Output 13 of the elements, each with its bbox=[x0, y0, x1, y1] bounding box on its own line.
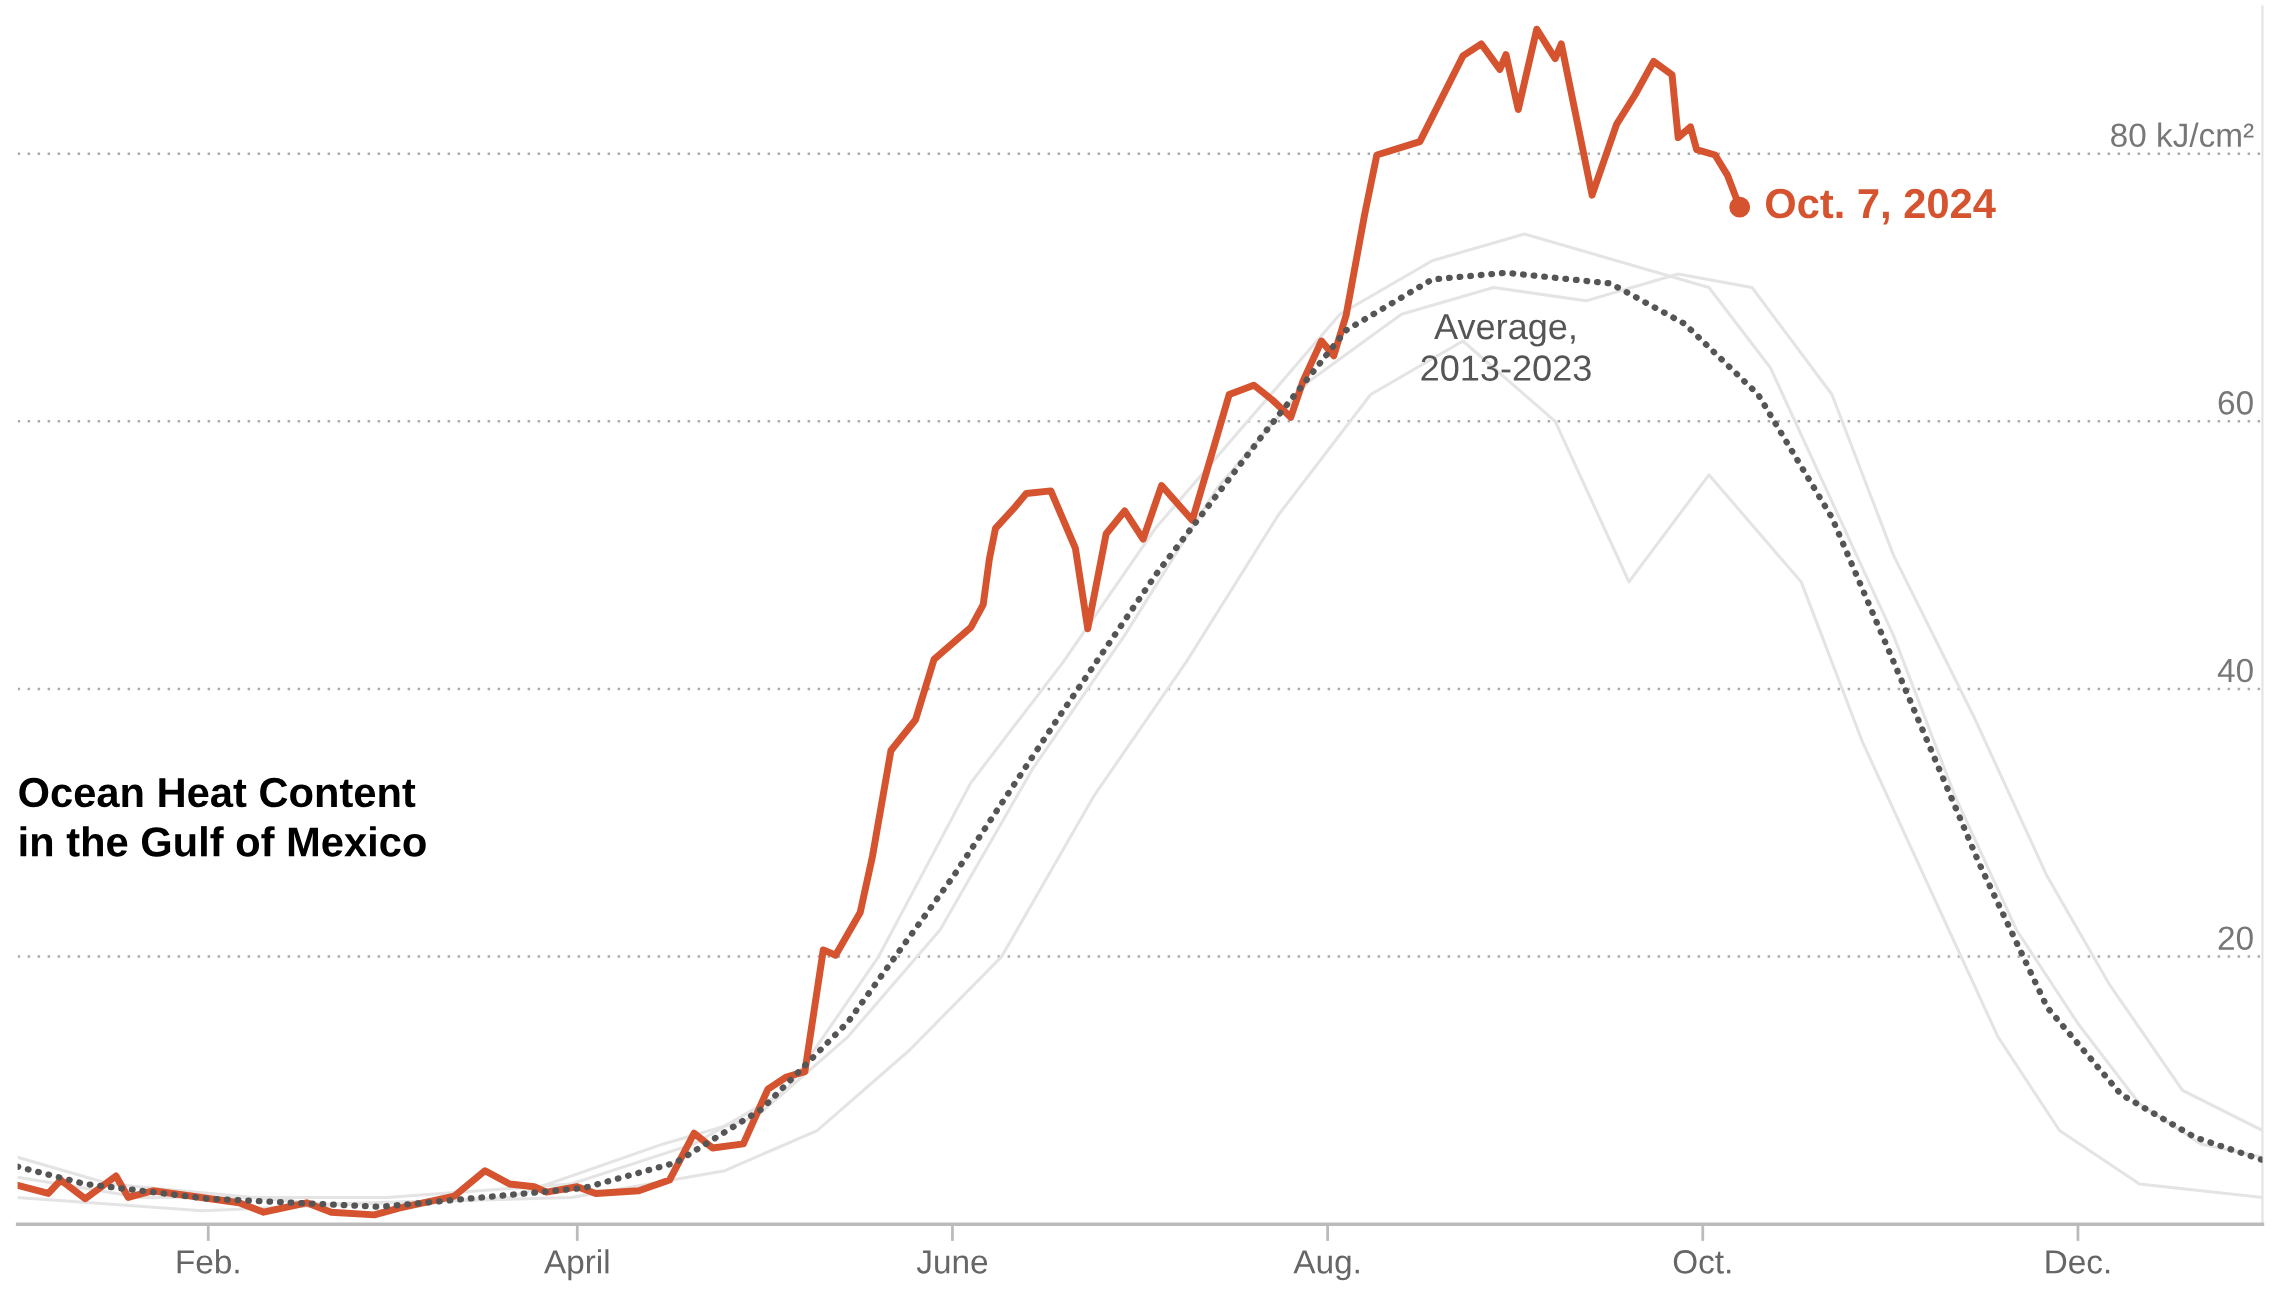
y-tick-label: 80 kJ/cm² bbox=[2111, 122, 2254, 148]
y-tick-label: 20 bbox=[2218, 926, 2253, 950]
x-tick-label: Feb. bbox=[177, 1249, 239, 1274]
x-tick-label: Oct. bbox=[1673, 1250, 1731, 1274]
series-label: Oct. 7, 2024 bbox=[1765, 188, 1996, 225]
text: Ocean Heat Content in the Gulf of Mexico bbox=[19, 777, 426, 857]
x-tick-label: June bbox=[916, 1250, 988, 1274]
x-tick-label: Dec. bbox=[2046, 1250, 2110, 1274]
y-tick-label: 40 bbox=[2217, 658, 2253, 683]
x-tick-label: April bbox=[544, 1249, 609, 1281]
x-tick-label: Aug. bbox=[1293, 1250, 1359, 1281]
series-label: Average, 2013-2023 bbox=[1421, 314, 1591, 381]
y-tick-label: 60 bbox=[2218, 391, 2253, 415]
